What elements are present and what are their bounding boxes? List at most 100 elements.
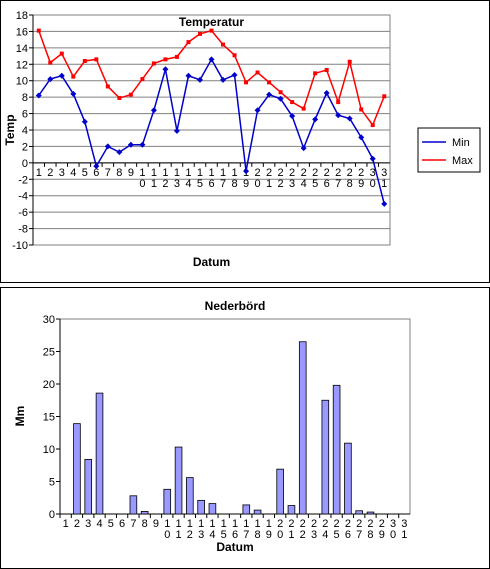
x-tick-label: 6 bbox=[116, 518, 128, 529]
x-tick-label: 22 bbox=[297, 518, 309, 540]
bar bbox=[186, 477, 194, 515]
bar bbox=[321, 399, 330, 515]
x-tick-label: 25 bbox=[309, 167, 321, 189]
x-tick-label: 24 bbox=[319, 518, 331, 540]
marker bbox=[59, 51, 64, 56]
x-tick-label: 14 bbox=[182, 167, 194, 189]
y-tick-label: 12 bbox=[16, 59, 28, 71]
marker bbox=[335, 112, 342, 119]
x-tick-label: 17 bbox=[217, 167, 229, 189]
bar bbox=[129, 495, 138, 515]
x-tick-label: 26 bbox=[321, 167, 333, 189]
x-tick-label: 28 bbox=[364, 518, 376, 540]
bar bbox=[208, 503, 217, 515]
bar bbox=[242, 504, 251, 515]
y-tick-label: 16 bbox=[16, 26, 28, 38]
x-tick-label: 21 bbox=[263, 167, 275, 189]
marker bbox=[70, 90, 77, 97]
x-tick-label: 24 bbox=[298, 167, 310, 189]
bar bbox=[253, 509, 262, 515]
x-tick-label: 18 bbox=[229, 167, 241, 189]
marker bbox=[58, 72, 65, 79]
marker bbox=[381, 200, 388, 207]
marker bbox=[323, 90, 330, 97]
x-tick-label: 29 bbox=[355, 167, 367, 189]
y-tick-label: 6 bbox=[22, 109, 28, 121]
x-tick-label: 17 bbox=[240, 518, 252, 540]
y-tick-label: -10 bbox=[12, 240, 28, 252]
x-tick-label: 2 bbox=[44, 167, 56, 178]
x-tick-label: 26 bbox=[342, 518, 354, 540]
x-tick-label: 15 bbox=[218, 518, 230, 540]
marker bbox=[255, 70, 260, 75]
marker bbox=[81, 118, 88, 125]
marker bbox=[266, 91, 273, 98]
x-tick-label: 3 bbox=[56, 167, 68, 178]
x-tick-label: 27 bbox=[353, 518, 365, 540]
marker bbox=[104, 143, 111, 150]
marker bbox=[301, 106, 306, 111]
y-tick-label: 10 bbox=[16, 76, 28, 88]
marker bbox=[312, 116, 319, 123]
x-tick-label: 5 bbox=[79, 167, 91, 178]
x-tick-label: 4 bbox=[94, 518, 106, 529]
marker bbox=[185, 72, 192, 79]
marker bbox=[93, 163, 100, 170]
marker bbox=[382, 94, 387, 99]
bar bbox=[298, 341, 307, 515]
bar bbox=[366, 511, 375, 515]
marker bbox=[278, 90, 283, 95]
marker bbox=[128, 92, 133, 97]
x-tick-label: 7 bbox=[102, 167, 114, 178]
y-tick-label: 14 bbox=[16, 43, 28, 55]
bar bbox=[163, 488, 172, 515]
x-tick-label: 9 bbox=[125, 167, 137, 178]
marker bbox=[290, 100, 295, 105]
marker bbox=[359, 107, 364, 112]
x-tick-label: 20 bbox=[252, 167, 264, 189]
marker bbox=[47, 76, 54, 83]
x-tick-label: 27 bbox=[332, 167, 344, 189]
bar bbox=[174, 446, 183, 515]
marker bbox=[116, 149, 123, 156]
x-tick-label: 13 bbox=[195, 518, 207, 540]
legend-label: Max bbox=[452, 155, 473, 167]
y-tick-label: 0 bbox=[49, 509, 55, 521]
y-tick-label: 0 bbox=[22, 158, 28, 170]
x-tick-label: 1 bbox=[60, 518, 72, 529]
x-tick-label: 23 bbox=[308, 518, 320, 540]
y-tick-label: -2 bbox=[18, 174, 28, 186]
marker bbox=[324, 68, 329, 73]
x-tick-label: 31 bbox=[378, 167, 390, 189]
marker bbox=[358, 134, 365, 141]
marker bbox=[254, 107, 261, 114]
x-tick-label: 29 bbox=[376, 518, 388, 540]
x-tick-label: 9 bbox=[150, 518, 162, 529]
marker bbox=[220, 76, 227, 83]
bar bbox=[197, 499, 205, 515]
y-axis-title: Mm bbox=[13, 406, 27, 427]
marker bbox=[36, 28, 41, 33]
x-axis-title: Datum bbox=[193, 255, 230, 269]
x-tick-label: 23 bbox=[286, 167, 298, 189]
x-tick-label: 19 bbox=[263, 518, 275, 540]
y-tick-label: 15 bbox=[43, 412, 55, 424]
bar bbox=[95, 392, 104, 515]
y-tick-label: 25 bbox=[43, 347, 55, 359]
x-tick-label: 5 bbox=[105, 518, 117, 529]
x-tick-label: 11 bbox=[173, 518, 185, 540]
marker bbox=[208, 56, 215, 63]
y-tick-label: -6 bbox=[18, 207, 28, 219]
x-tick-label: 2 bbox=[71, 518, 83, 529]
bar bbox=[140, 510, 149, 515]
marker bbox=[369, 155, 376, 162]
legend-label: Min bbox=[452, 137, 470, 149]
marker bbox=[300, 145, 307, 152]
marker bbox=[105, 84, 110, 89]
marker bbox=[71, 74, 76, 79]
x-tick-label: 12 bbox=[184, 518, 196, 540]
x-tick-label: 19 bbox=[240, 167, 252, 189]
x-tick-label: 11 bbox=[148, 167, 160, 189]
